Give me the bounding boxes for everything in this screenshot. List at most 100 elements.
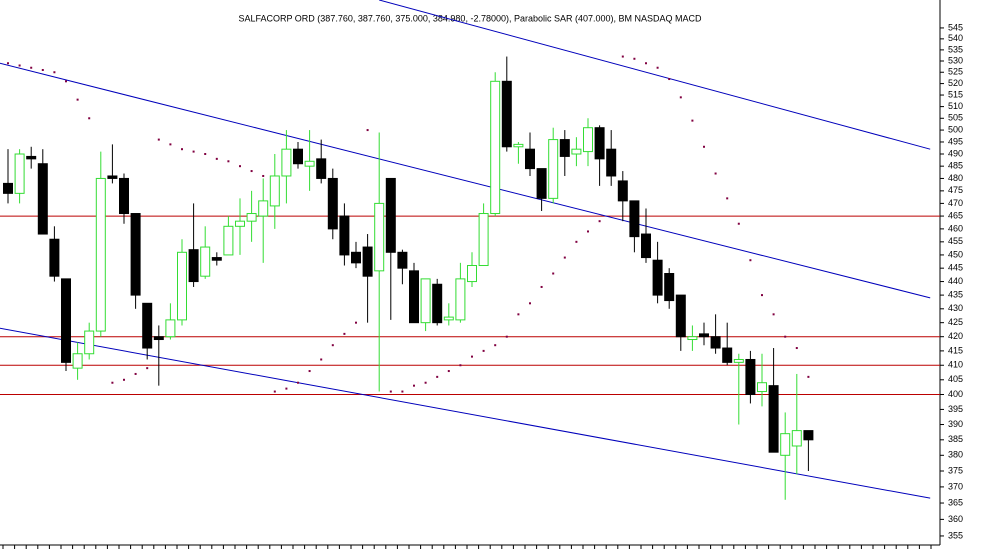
candle-body <box>722 347 733 363</box>
y-tick-label: 545 <box>948 22 963 32</box>
sar-dot <box>192 150 195 153</box>
candle-body <box>490 80 501 215</box>
sar-dot <box>772 313 775 316</box>
sar-dot <box>737 222 740 225</box>
sar-dot <box>436 375 439 378</box>
sar-dot <box>41 68 44 71</box>
sar-dot <box>146 367 149 370</box>
sar-dot <box>668 78 671 81</box>
sar-dot <box>343 332 346 335</box>
candle-body <box>281 148 292 177</box>
sar-dot <box>540 285 543 288</box>
y-tick-label: 370 <box>948 481 963 491</box>
candle-body <box>420 278 431 324</box>
sar-dot <box>76 98 79 101</box>
candle-body <box>351 251 361 264</box>
candle-body <box>397 251 408 269</box>
sar-dot <box>157 138 160 141</box>
sar-dot <box>123 378 125 381</box>
candle-body <box>235 220 245 227</box>
sar-dot <box>239 165 241 168</box>
sar-dot <box>134 372 137 375</box>
y-tick-label: 480 <box>948 173 963 183</box>
y-tick-label: 460 <box>948 223 963 233</box>
candle-body <box>525 148 535 170</box>
candle-body <box>768 385 779 453</box>
sar-dot <box>714 172 717 175</box>
sar-dot <box>795 347 798 350</box>
sar-dot <box>389 390 392 393</box>
candle-body <box>339 215 350 256</box>
sar-dot <box>633 57 636 60</box>
candle-body <box>617 180 628 202</box>
sar-dot <box>215 157 218 160</box>
y-tick-label: 390 <box>948 419 963 429</box>
sar-dot <box>308 370 311 373</box>
candle-body <box>641 233 651 259</box>
sar-dot <box>679 96 682 99</box>
candle-body <box>130 213 141 296</box>
y-tick-label: 425 <box>948 317 963 327</box>
sar-dot <box>320 358 323 361</box>
chart-title: SALFACORP ORD (387.760, 387.760, 375.000… <box>238 13 702 23</box>
candle-body <box>223 225 234 256</box>
sar-dot <box>204 153 207 156</box>
candle-body <box>780 433 791 456</box>
y-tick-label: 375 <box>948 465 963 475</box>
candle-body <box>304 160 315 167</box>
sar-dot <box>262 174 265 177</box>
y-tick-label: 505 <box>948 113 963 123</box>
y-tick-label: 395 <box>948 404 963 414</box>
candle-body <box>107 175 118 179</box>
sar-dot <box>181 148 183 151</box>
sar-dot <box>761 294 763 297</box>
sar-dot <box>273 390 276 393</box>
sar-dot <box>587 230 589 233</box>
candle-body <box>26 155 37 160</box>
sar-dot <box>401 390 404 393</box>
sar-dot <box>331 344 334 347</box>
y-tick-label: 360 <box>948 514 963 524</box>
sar-dot <box>169 143 172 146</box>
y-tick-label: 415 <box>948 345 963 355</box>
sar-dot <box>563 256 566 259</box>
y-tick-label: 405 <box>948 374 963 384</box>
sar-dot <box>645 62 647 65</box>
candle-body <box>675 294 686 338</box>
sar-dot <box>18 64 21 67</box>
candle-body <box>327 177 338 230</box>
y-tick-label: 515 <box>948 89 963 99</box>
candle-body <box>733 358 744 363</box>
candle-body <box>142 302 153 349</box>
candle-body <box>14 153 25 194</box>
y-tick-label: 510 <box>948 101 963 111</box>
sar-dot <box>482 349 485 352</box>
candle-body <box>269 175 280 207</box>
y-tick-label: 535 <box>948 44 963 54</box>
candle-body <box>757 382 767 393</box>
sar-dot <box>227 160 230 163</box>
y-tick-label: 495 <box>948 136 963 146</box>
candle-body <box>513 143 524 148</box>
candle-body <box>37 163 48 235</box>
y-tick-label: 365 <box>948 497 963 507</box>
candle-body <box>258 200 269 217</box>
candle-body <box>374 202 385 272</box>
candle-body <box>385 177 396 253</box>
y-tick-label: 445 <box>948 263 963 273</box>
sar-dot <box>621 55 624 58</box>
sar-dot <box>505 335 508 338</box>
sar-dot <box>552 272 555 275</box>
sar-dot <box>529 302 531 305</box>
y-tick-label: 435 <box>948 289 963 299</box>
sar-dot <box>494 344 497 347</box>
y-tick-label: 400 <box>948 389 963 399</box>
trend-line <box>379 0 931 150</box>
candle-body <box>652 259 663 296</box>
candle-body <box>571 148 582 155</box>
y-tick-label: 440 <box>948 276 963 286</box>
candle-body <box>606 148 617 177</box>
y-tick-label: 525 <box>948 67 963 77</box>
candle-body <box>3 182 13 194</box>
